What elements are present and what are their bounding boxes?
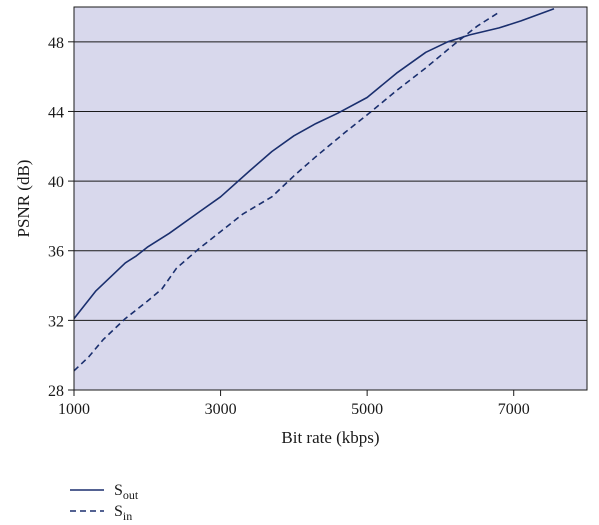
x-tick-label: 1000 [58,401,90,418]
plot-area [74,7,587,390]
y-axis-label: PSNR (dB) [14,160,33,238]
legend-label-in: Sin [114,503,132,523]
y-tick-label: 44 [48,104,64,121]
y-axis-ticks: 28 32 36 40 44 48 [48,35,74,400]
y-tick-label: 32 [48,313,64,330]
y-tick-label: 48 [48,35,64,52]
y-tick-label: 36 [48,244,64,261]
y-tick-label: 40 [48,174,64,191]
y-tick-label: 28 [48,383,64,400]
x-axis-label: Bit rate (kbps) [281,428,379,447]
legend-label-out: Sout [114,482,139,502]
grid-lines [74,41,587,321]
x-tick-label: 7000 [498,401,530,418]
x-tick-label: 3000 [205,401,237,418]
series-line-in [73,11,500,372]
data-series [73,7,555,372]
x-tick-label: 5000 [351,401,383,418]
plot-frame [73,6,588,391]
x-axis-ticks: 1000 3000 5000 7000 [58,390,530,418]
